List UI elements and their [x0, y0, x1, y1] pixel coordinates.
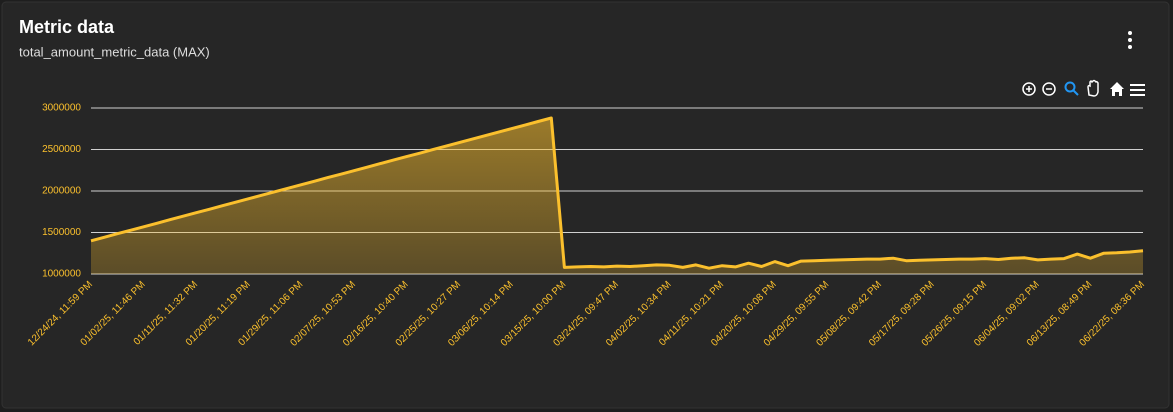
pan-button[interactable]: [1087, 79, 1099, 97]
reset-zoom-button[interactable]: [1110, 82, 1124, 96]
zoom-in-button[interactable]: [1022, 82, 1036, 96]
y-tick-label: 2500000: [42, 144, 81, 155]
y-tick-label: 3000000: [42, 103, 81, 114]
chart-toolbar: [1022, 79, 1145, 97]
area-fill: [91, 118, 1143, 274]
y-tick-label: 1500000: [42, 227, 81, 238]
chart-menu-button[interactable]: [1130, 84, 1145, 96]
y-tick-label: 1000000: [42, 269, 81, 280]
zoom-select-button[interactable]: [1064, 81, 1079, 96]
card-subtitle: total_amount_metric_data (MAX): [19, 44, 210, 59]
y-tick-label: 2000000: [42, 186, 81, 197]
card-title: Metric data: [19, 17, 115, 37]
kebab-menu[interactable]: [1128, 31, 1132, 49]
zoom-out-button[interactable]: [1042, 82, 1056, 96]
series-line: [90, 116, 1144, 270]
